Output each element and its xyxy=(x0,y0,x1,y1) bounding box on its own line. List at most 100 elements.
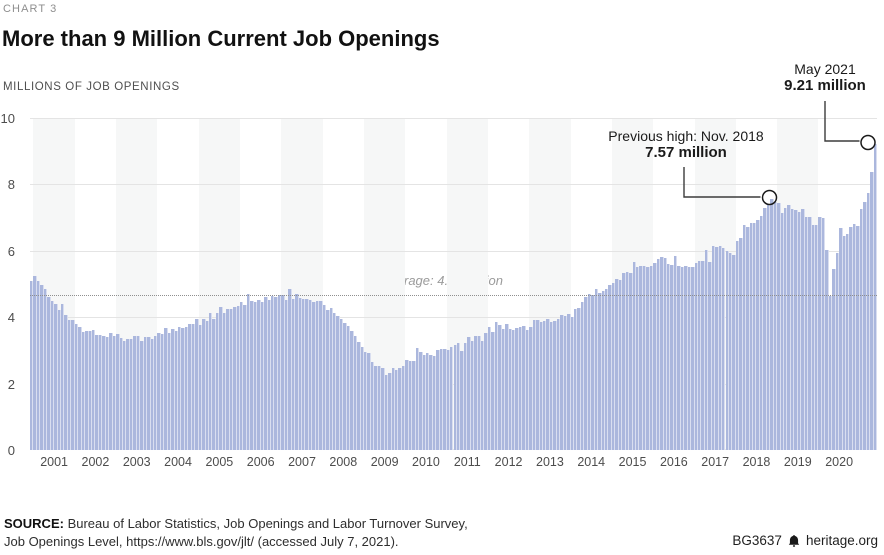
bar xyxy=(274,296,278,450)
bar xyxy=(746,226,750,450)
gridline-y6 xyxy=(30,250,877,252)
bar xyxy=(181,328,185,450)
y-tick-6: 6 xyxy=(7,243,15,259)
bar xyxy=(188,324,192,450)
annotation-previous-high: Previous high: Nov. 2018 7.57 million xyxy=(586,128,786,161)
bar xyxy=(357,342,361,450)
bar xyxy=(625,272,630,450)
bar xyxy=(556,318,561,450)
bar xyxy=(67,319,72,450)
bar xyxy=(460,351,464,450)
x-tick-2015: 2015 xyxy=(618,455,647,469)
bar xyxy=(732,254,736,450)
x-tick-2001: 2001 xyxy=(40,455,68,469)
bar xyxy=(804,216,809,450)
bar xyxy=(105,336,110,450)
bar xyxy=(463,343,468,450)
bar xyxy=(398,367,402,450)
x-tick-2006: 2006 xyxy=(246,455,275,469)
bar xyxy=(412,360,416,450)
bar xyxy=(474,336,478,450)
bar xyxy=(446,350,451,450)
bar xyxy=(842,236,846,450)
bar xyxy=(384,375,389,450)
publication-brand: BG3637 heritage.org xyxy=(732,533,878,548)
bar xyxy=(64,315,68,450)
bar xyxy=(40,285,44,450)
bar xyxy=(849,226,853,450)
bar xyxy=(722,247,726,450)
bar xyxy=(212,318,216,450)
bar xyxy=(394,370,399,450)
bar xyxy=(246,293,251,450)
bar xyxy=(604,288,609,450)
bar xyxy=(102,335,106,450)
bar xyxy=(85,330,89,450)
bar xyxy=(635,267,640,450)
bar xyxy=(839,227,843,450)
bar xyxy=(240,302,244,450)
bar xyxy=(725,251,729,450)
bar xyxy=(171,328,175,450)
bar xyxy=(267,299,271,450)
bar xyxy=(33,276,37,450)
bar xyxy=(718,246,723,450)
bar xyxy=(350,331,354,450)
bar xyxy=(184,326,189,450)
x-tick-2014: 2014 xyxy=(577,455,606,469)
x-tick-2018: 2018 xyxy=(742,455,771,469)
y-axis-units-label: MILLIONS OF JOB OPENINGS xyxy=(3,81,180,93)
bar xyxy=(601,290,605,450)
bar xyxy=(167,333,172,450)
bar xyxy=(415,348,420,450)
bar xyxy=(164,328,168,450)
bar xyxy=(98,335,103,450)
bar xyxy=(432,356,437,450)
y-tick-4: 4 xyxy=(7,310,15,326)
bar xyxy=(88,331,92,450)
plot-area: Average: 4.66 million xyxy=(30,118,877,450)
bar xyxy=(859,208,864,450)
bar xyxy=(649,266,654,450)
bar xyxy=(381,368,385,450)
bar xyxy=(708,262,712,450)
bar xyxy=(260,302,265,450)
bar xyxy=(753,222,757,450)
bar xyxy=(302,298,306,450)
bar xyxy=(543,320,547,450)
bar xyxy=(580,301,585,450)
bar xyxy=(567,314,571,450)
bar xyxy=(178,326,182,450)
bar xyxy=(315,300,320,450)
bar xyxy=(790,209,795,450)
bar xyxy=(735,240,740,450)
bar xyxy=(284,299,289,450)
bar xyxy=(518,326,523,450)
bar xyxy=(215,313,220,450)
bar xyxy=(326,309,330,450)
bar xyxy=(54,303,58,450)
bar xyxy=(515,328,519,450)
bar xyxy=(353,336,358,450)
x-tick-2009: 2009 xyxy=(370,455,399,469)
bar xyxy=(126,339,130,450)
y-tick-2: 2 xyxy=(7,376,15,392)
bar xyxy=(336,315,340,450)
bar xyxy=(81,332,86,450)
bar xyxy=(856,225,860,450)
publisher-site: heritage.org xyxy=(805,533,878,548)
bar xyxy=(711,245,716,450)
bar xyxy=(787,205,791,450)
bar xyxy=(622,273,626,450)
bar xyxy=(594,288,599,450)
bar xyxy=(821,217,826,450)
bar xyxy=(553,320,557,450)
annotation-previous-high-date: Previous high: Nov. 2018 xyxy=(608,128,764,144)
x-tick-2019: 2019 xyxy=(783,455,812,469)
bar xyxy=(308,299,313,450)
bar xyxy=(257,299,261,450)
bar xyxy=(322,304,327,450)
bar xyxy=(642,265,647,450)
bar xyxy=(532,319,537,450)
bar xyxy=(715,246,719,450)
